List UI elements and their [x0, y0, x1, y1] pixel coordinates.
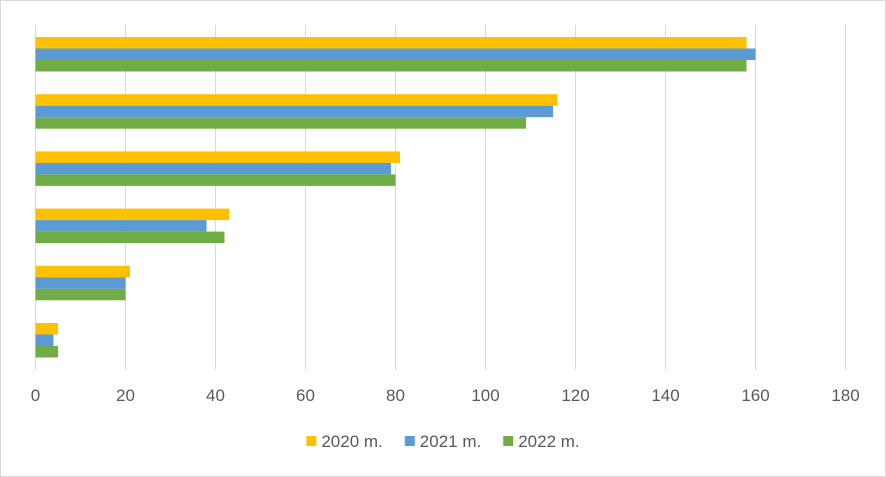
bar-2020-m-cat-2: [35, 94, 558, 106]
x-tick-label: 120: [561, 386, 589, 405]
bar-2020-m-cat-1: [35, 37, 747, 49]
bar-2021-m-cat-5: [35, 277, 126, 289]
x-axis-ticks: 0 20 40 60 80 100 120 140 160 180: [31, 386, 860, 405]
bar-2022-m-cat-6: [35, 346, 58, 358]
x-tick-label: 40: [206, 386, 225, 405]
x-tick-label: 0: [31, 386, 40, 405]
bar-2020-m-cat-4: [35, 208, 229, 221]
x-tick-label: 60: [296, 386, 315, 405]
x-tick-label: 140: [651, 386, 679, 405]
legend-label: 2020 m.: [321, 432, 382, 451]
bar-2022-m-cat-4: [35, 231, 225, 244]
bar-2021-m-cat-3: [35, 162, 391, 175]
bar-2022-m-cat-5: [35, 288, 126, 301]
legend-item-2: 2021 m.: [404, 432, 481, 451]
legend-item-1: 2020 m.: [306, 432, 383, 451]
bar-2021-m-cat-1: [35, 48, 756, 60]
x-tick-label: 180: [831, 386, 859, 405]
legend-label: 2021 m.: [420, 432, 481, 451]
x-tick-label: 80: [386, 386, 405, 405]
gridlines: [35, 25, 846, 370]
bar-2021-m-cat-6: [35, 334, 54, 346]
legend-swatch: [404, 436, 415, 446]
bars: [35, 37, 756, 358]
bar-2022-m-cat-1: [35, 60, 747, 72]
bar-2022-m-cat-2: [35, 117, 526, 129]
bar-2021-m-cat-4: [35, 220, 207, 232]
bar-2020-m-cat-6: [35, 323, 58, 335]
legend-swatch: [503, 436, 514, 446]
legend: 2020 m. 2021 m. 2022 m.: [306, 432, 580, 451]
bar-2020-m-cat-3: [35, 151, 400, 163]
x-tick-label: 160: [741, 386, 769, 405]
bar-2022-m-cat-3: [35, 174, 396, 186]
bar-2020-m-cat-5: [35, 265, 130, 278]
x-tick-label: 20: [116, 386, 135, 405]
legend-swatch: [306, 436, 317, 446]
legend-label: 2022 m.: [518, 432, 579, 451]
legend-item-3: 2022 m.: [503, 432, 580, 451]
x-tick-label: 100: [471, 386, 499, 405]
bar-2021-m-cat-2: [35, 105, 553, 118]
